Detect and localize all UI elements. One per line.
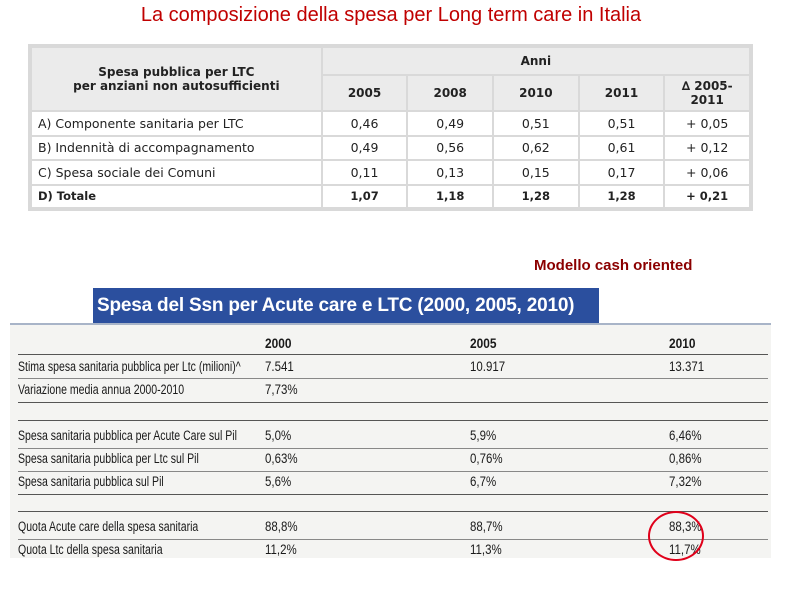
- cell-value: 0,17: [579, 161, 664, 184]
- divider: [18, 471, 768, 472]
- cell-value: 5,0%: [265, 428, 292, 443]
- table1-col-header: 2011: [579, 76, 664, 110]
- cell-value: 6,46%: [669, 428, 702, 443]
- divider: [18, 354, 768, 355]
- cell-value: 0,11: [322, 161, 407, 184]
- row-label: Spesa sanitaria pubblica per Ltc sul Pil: [18, 451, 199, 466]
- row-label: B) Indennità di accompagnamento: [32, 136, 321, 160]
- cell-value: 0,13: [408, 161, 493, 184]
- table-row: Spesa sanitaria pubblica per Ltc sul Pil…: [18, 449, 773, 469]
- table2-col-header: 2000: [265, 335, 292, 351]
- cell-value: 1,28: [579, 185, 664, 207]
- divider: [18, 448, 768, 449]
- table-row: Spesa sanitaria pubblica sul Pil 5,6% 6,…: [18, 472, 773, 492]
- table-row: Stima spesa sanitaria pubblica per Ltc (…: [18, 357, 773, 377]
- table1-col-header: 2010: [494, 76, 578, 110]
- cell-value: 7,73%: [265, 382, 298, 397]
- cell-value: 0,51: [579, 112, 664, 135]
- cash-oriented-caption: Modello cash oriented: [534, 257, 693, 274]
- cell-delta: + 0,21: [665, 185, 749, 207]
- cell-value: 0,49: [322, 136, 407, 160]
- cell-value: 0,62: [494, 136, 578, 160]
- cell-value: 0,86%: [669, 451, 702, 466]
- divider: [18, 378, 768, 379]
- row-label: Spesa sanitaria pubblica sul Pil: [18, 474, 164, 489]
- cell-value: 0,56: [408, 136, 493, 160]
- table-row: B) Indennità di accompagnamento 0,49 0,5…: [32, 136, 749, 160]
- table1-delta-header: ∆ 2005- 2011: [665, 76, 749, 110]
- divider: [18, 539, 768, 540]
- divider: [18, 494, 768, 495]
- table2-col-header: 2010: [669, 335, 696, 351]
- cell-value: 1,07: [322, 185, 407, 207]
- table-row: C) Spesa sociale dei Comuni 0,11 0,13 0,…: [32, 161, 749, 184]
- table-row-total: D) Totale 1,07 1,18 1,28 1,28 + 0,21: [32, 185, 749, 207]
- cell-value: 88,8%: [265, 519, 298, 534]
- page-title: La composizione della spesa per Long ter…: [140, 4, 642, 26]
- cell-value: 1,18: [408, 185, 493, 207]
- row-label: Spesa sanitaria pubblica per Acute Care …: [18, 428, 237, 443]
- cell-value: 11,3%: [470, 542, 502, 557]
- cell-value: 0,76%: [470, 451, 503, 466]
- ltc-spending-table: Spesa pubblica per LTC per anziani non a…: [28, 44, 753, 211]
- cell-value: 5,6%: [265, 474, 292, 489]
- cell-value: 88,7%: [470, 519, 503, 534]
- cell-value: 0,46: [322, 112, 407, 135]
- table1-header-label: Spesa pubblica per LTC per anziani non a…: [32, 48, 321, 110]
- cell-value: 10.917: [470, 359, 506, 374]
- cell-value: 6,7%: [470, 474, 497, 489]
- table1-col-header: 2008: [408, 76, 493, 110]
- divider: [18, 402, 768, 403]
- cell-value: 7.541: [265, 359, 294, 374]
- table2-heading: Spesa del Ssn per Acute care e LTC (2000…: [93, 288, 599, 323]
- table1-col-header: 2005: [322, 76, 407, 110]
- cell-value: 0,15: [494, 161, 578, 184]
- row-label: Quota Ltc della spesa sanitaria: [18, 542, 163, 557]
- cell-value: 0,63%: [265, 451, 298, 466]
- cell-delta: + 0,12: [665, 136, 749, 160]
- table-row: Variazione media annua 2000-2010 7,73%: [18, 380, 773, 400]
- row-label: Stima spesa sanitaria pubblica per Ltc (…: [18, 359, 241, 374]
- cell-value: 7,32%: [669, 474, 702, 489]
- cell-value: 0,49: [408, 112, 493, 135]
- table2-header-row: 2000 2005 2010: [18, 333, 773, 353]
- table-row: A) Componente sanitaria per LTC 0,46 0,4…: [32, 112, 749, 135]
- row-label: Quota Acute care della spesa sanitaria: [18, 519, 199, 534]
- highlight-circle: [648, 511, 704, 561]
- cell-value: 11,2%: [265, 542, 297, 557]
- row-label: Variazione media annua 2000-2010: [18, 382, 185, 397]
- row-label: A) Componente sanitaria per LTC: [32, 112, 321, 135]
- table1-years-header: Anni: [322, 48, 749, 74]
- cell-delta: + 0,06: [665, 161, 749, 184]
- cell-delta: + 0,05: [665, 112, 749, 135]
- ssn-spending-table: 2000 2005 2010 Stima spesa sanitaria pub…: [10, 323, 771, 558]
- table2-col-header: 2005: [470, 335, 497, 351]
- divider: [18, 420, 768, 421]
- cell-value: 0,61: [579, 136, 664, 160]
- row-label: C) Spesa sociale dei Comuni: [32, 161, 321, 184]
- cell-value: 0,51: [494, 112, 578, 135]
- row-label: D) Totale: [32, 185, 321, 207]
- cell-value: 13.371: [669, 359, 705, 374]
- cell-value: 1,28: [494, 185, 578, 207]
- divider: [18, 511, 768, 512]
- cell-value: 5,9%: [470, 428, 497, 443]
- table-row: Spesa sanitaria pubblica per Acute Care …: [18, 426, 773, 446]
